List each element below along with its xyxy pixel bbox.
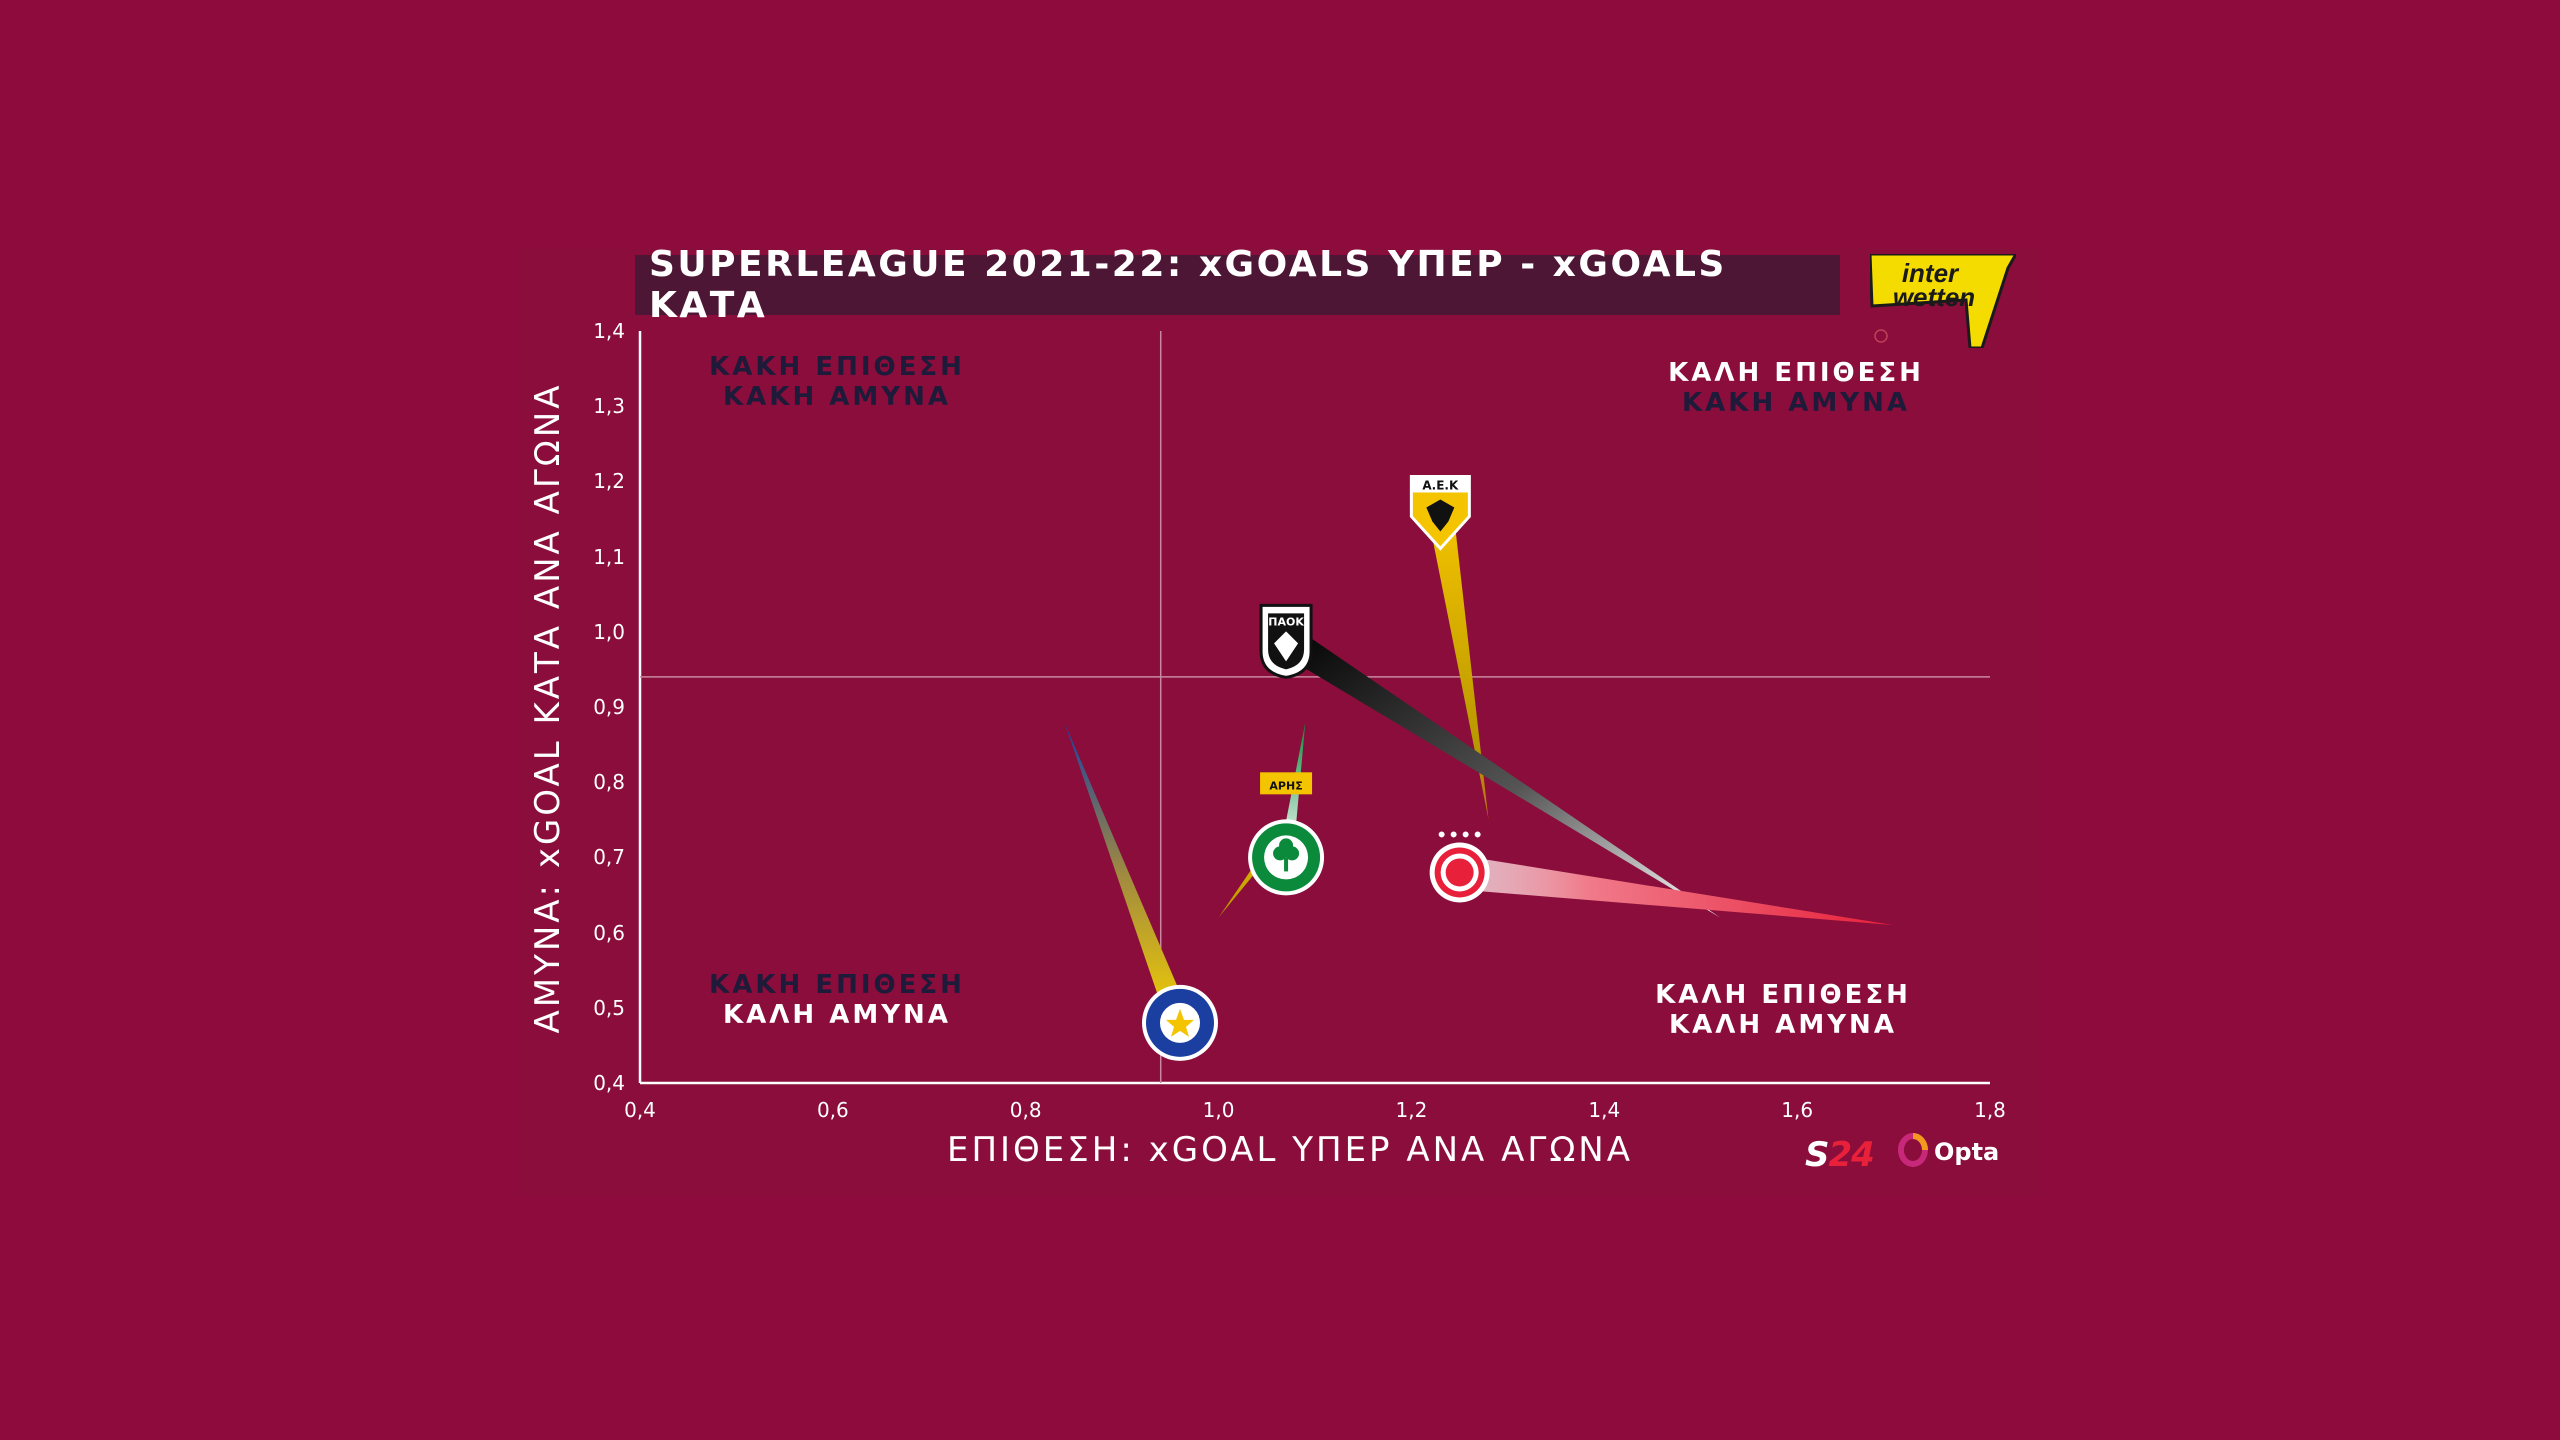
y-tick-label: 1,1 (593, 544, 625, 569)
x-tick-label: 1,8 (1974, 1098, 2006, 1122)
y-axis-label: ΑΜΥΝΑ: xGOAL ΚΑΤΑ ΑΝΑ ΑΓΩΝΑ (528, 382, 568, 1034)
team-trail (1457, 855, 1894, 926)
opta-text: Opta (1934, 1138, 2000, 1166)
x-tick-label: 0,8 (1009, 1098, 1042, 1122)
team-trail (1064, 722, 1192, 1028)
asteras-crest-icon (1142, 984, 1218, 1061)
x-tick-label: 0,6 (816, 1098, 849, 1122)
paok-crest-icon: ΠΑΟΚ (1259, 603, 1313, 679)
team-trail (1277, 626, 1720, 918)
quadrant-top-right-line1: ΚΑΛΗ ΕΠΙΘΕΣΗ (1668, 358, 1924, 388)
x-tick-label: 1,0 (1202, 1098, 1235, 1122)
x-tick-label: 0,4 (624, 1098, 656, 1122)
quadrant-bottom-left-line2: ΚΑΛΗ ΑΜΥΝΑ (723, 1000, 951, 1030)
x-axis-label: ΕΠΙΘΕΣΗ: xGOAL ΥΠΕΡ ΑΝΑ ΑΓΩΝΑ (946, 1130, 1634, 1170)
y-tick-label: 0,4 (593, 1071, 625, 1095)
quadrant-top-left: ΚΑΚΗ ΕΠΙΘΕΣΗ ΚΑΚΗ ΑΜΥΝΑ (672, 352, 1002, 412)
opta-logo: Opta (1898, 1132, 1999, 1172)
chart-panel (518, 247, 2042, 1195)
quadrant-top-right-line2: ΚΑΚΗ ΑΜΥΝΑ (1682, 388, 1910, 418)
quadrant-bottom-right-line2: ΚΑΛΗ ΑΜΥΝΑ (1669, 1010, 1897, 1040)
panathinaikos-crest-icon (1248, 819, 1325, 896)
svg-text:ΠΑΟΚ: ΠΑΟΚ (1268, 615, 1304, 628)
y-tick-label: 1,2 (593, 469, 625, 494)
team-trail (1427, 509, 1489, 820)
aris-crest-icon: ΑΡΗΣ (1260, 772, 1313, 795)
quadrant-bottom-right-line1: ΚΑΛΗ ΕΠΙΘΕΣΗ (1655, 980, 1911, 1010)
y-tick-label: 0,6 (593, 920, 625, 945)
x-tick-label: 1,6 (1781, 1098, 1814, 1122)
quadrant-top-right: ΚΑΛΗ ΕΠΙΘΕΣΗ ΚΑΚΗ ΑΜΥΝΑ (1631, 358, 1961, 418)
interwetten-logo: inter wetten (1870, 254, 2016, 348)
x-tick-label: 1,4 (1588, 1098, 1621, 1122)
quadrant-bottom-left-line1: ΚΑΚΗ ΕΠΙΘΕΣΗ (709, 970, 965, 1000)
s24-logo: S24 (1805, 1135, 1875, 1175)
y-tick-label: 1,3 (593, 394, 625, 419)
svg-text:ΑΡΗΣ: ΑΡΗΣ (1269, 779, 1302, 792)
svg-text:inter: inter (1902, 258, 1960, 288)
s24-logo-s: S (1805, 1135, 1829, 1175)
y-tick-label: 1,0 (593, 619, 625, 644)
quadrant-top-left-line2: ΚΑΚΗ ΑΜΥΝΑ (723, 382, 951, 412)
quadrant-top-left-line1: ΚΑΚΗ ΕΠΙΘΕΣΗ (709, 352, 965, 382)
svg-text:wetten: wetten (1893, 282, 1975, 312)
olympiacos-crest-icon (1429, 831, 1490, 903)
quadrant-bottom-left: ΚΑΚΗ ΕΠΙΘΕΣΗ ΚΑΛΗ ΑΜΥΝΑ (672, 970, 1002, 1030)
opta-mark-icon (1898, 1133, 1928, 1167)
title-bar: SUPERLEAGUE 2021-22: xGOALS ΥΠΕΡ - xGOAL… (635, 244, 1840, 326)
y-tick-label: 0,8 (593, 770, 625, 795)
x-tick-label: 1,2 (1395, 1098, 1428, 1122)
chart-title: SUPERLEAGUE 2021-22: xGOALS ΥΠΕΡ - xGOAL… (649, 244, 1727, 326)
s24-logo-num: 24 (1828, 1135, 1875, 1175)
y-tick-label: 1,4 (593, 319, 625, 343)
quadrant-bottom-right: ΚΑΛΗ ΕΠΙΘΕΣΗ ΚΑΛΗ ΑΜΥΝΑ (1618, 980, 1948, 1040)
y-tick-label: 0,5 (593, 995, 625, 1020)
aek-crest-icon: Α.Ε.Κ (1409, 474, 1471, 551)
y-tick-label: 0,9 (593, 695, 625, 719)
y-tick-label: 0,7 (593, 845, 625, 870)
svg-text:Α.Ε.Κ: Α.Ε.Κ (1422, 478, 1459, 492)
